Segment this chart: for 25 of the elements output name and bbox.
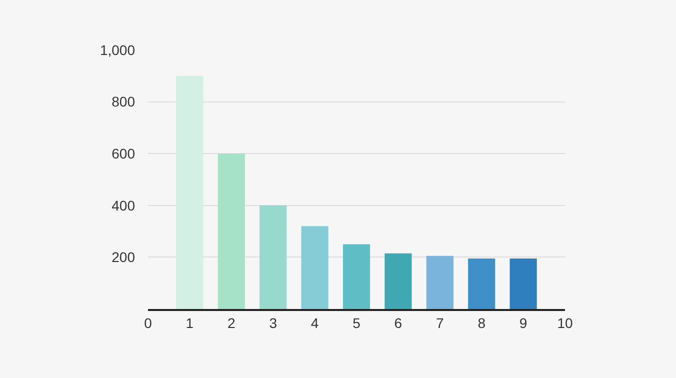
y-tick-label: 800 <box>112 94 136 110</box>
x-tick-label: 7 <box>436 314 444 331</box>
bar <box>384 253 412 309</box>
bar <box>218 154 245 309</box>
bar <box>176 76 204 309</box>
x-tick-label: 0 <box>144 314 152 331</box>
y-tick-label: 200 <box>112 249 136 266</box>
bar <box>260 205 287 309</box>
bar <box>301 226 328 309</box>
bar <box>510 258 537 309</box>
bar <box>342 244 370 309</box>
y-tick-label: 1,000 <box>100 42 136 58</box>
y-tick-label: 400 <box>112 197 136 214</box>
x-tick-label: 6 <box>394 314 402 331</box>
x-tick-label: 4 <box>310 314 319 331</box>
x-tick-label: 2 <box>228 314 236 331</box>
x-tick-label: 10 <box>557 314 573 331</box>
x-tick-label: 1 <box>186 314 194 331</box>
x-tick-label: 9 <box>519 314 528 331</box>
x-tick-label: 5 <box>352 314 361 331</box>
y-tick-label: 600 <box>112 146 136 162</box>
x-tick-label: 3 <box>269 314 278 331</box>
bar <box>426 256 454 309</box>
bar <box>468 258 496 309</box>
x-tick-label: 8 <box>478 314 486 331</box>
